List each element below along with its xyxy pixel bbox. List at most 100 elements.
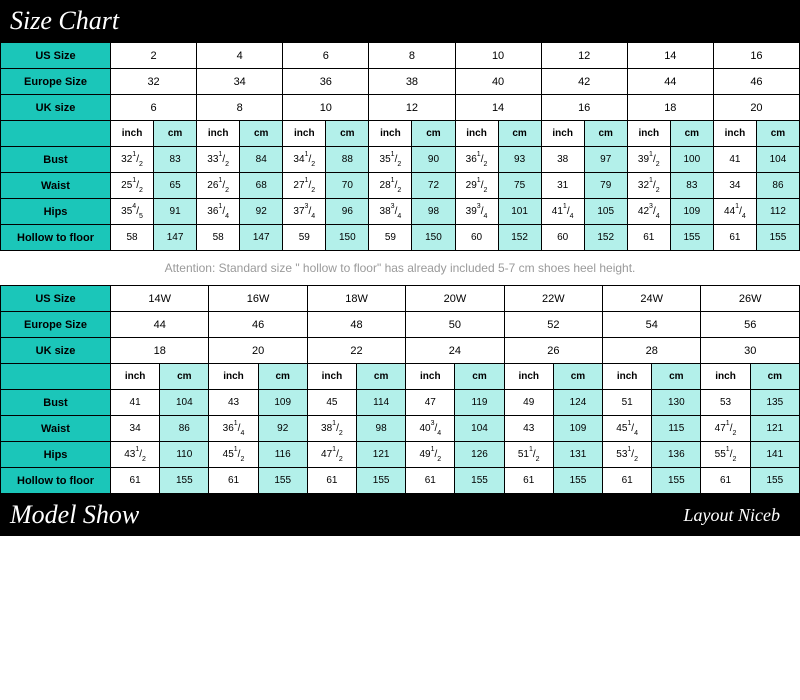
measurement-inch: 60: [541, 225, 584, 251]
measurement-cm: 101: [498, 199, 541, 225]
measurement-inch: 361/4: [197, 199, 240, 225]
measurement-inch: 451/2: [209, 442, 258, 468]
measurement-inch: 61: [713, 225, 756, 251]
size-value: 52: [504, 312, 602, 338]
unit-inch: inch: [627, 121, 670, 147]
size-value: 36: [283, 69, 369, 95]
measurement-cm: 135: [750, 390, 799, 416]
unit-inch: inch: [111, 121, 154, 147]
size-value: 18W: [307, 286, 405, 312]
measurement-cm: 130: [652, 390, 701, 416]
measurement-inch: 471/2: [701, 416, 750, 442]
size-value: 20W: [406, 286, 504, 312]
measurement-cm: 155: [750, 468, 799, 494]
row-label: Europe Size: [1, 69, 111, 95]
measurement-inch: 59: [369, 225, 412, 251]
attention-note: Attention: Standard size " hollow to flo…: [0, 251, 800, 285]
measurement-inch: 38: [541, 147, 584, 173]
size-value: 22W: [504, 286, 602, 312]
measurement-inch: 51: [603, 390, 652, 416]
size-value: 24W: [603, 286, 701, 312]
measurement-inch: 61: [209, 468, 258, 494]
measurement-inch: 61: [406, 468, 455, 494]
measurement-inch: 251/2: [111, 173, 154, 199]
measurement-cm: 83: [670, 173, 713, 199]
model-show-banner: Model Show Layout Niceb: [0, 494, 800, 536]
measurement-cm: 72: [412, 173, 455, 199]
measurement-cm: 75: [498, 173, 541, 199]
measurement-cm: 86: [756, 173, 799, 199]
measurement-cm: 155: [756, 225, 799, 251]
measurement-cm: 104: [160, 390, 209, 416]
measurement-inch: 361/2: [455, 147, 498, 173]
row-label: Hollow to floor: [1, 468, 111, 494]
measurement-cm: 155: [652, 468, 701, 494]
unit-inch: inch: [701, 364, 750, 390]
row-label: [1, 121, 111, 147]
unit-cm: cm: [455, 364, 504, 390]
size-value: 20: [209, 338, 307, 364]
measurement-cm: 65: [154, 173, 197, 199]
unit-cm: cm: [160, 364, 209, 390]
measurement-inch: 291/2: [455, 173, 498, 199]
measurement-cm: 136: [652, 442, 701, 468]
size-value: 26: [504, 338, 602, 364]
measurement-inch: 45: [307, 390, 356, 416]
row-label: UK size: [1, 338, 111, 364]
measurement-inch: 551/2: [701, 442, 750, 468]
measurement-inch: 441/4: [713, 199, 756, 225]
measurement-cm: 121: [750, 416, 799, 442]
row-label: US Size: [1, 43, 111, 69]
measurement-cm: 88: [326, 147, 369, 173]
row-label: Bust: [1, 147, 111, 173]
table2-container: US Size14W16W18W20W22W24W26WEurope Size4…: [0, 285, 800, 494]
unit-inch: inch: [283, 121, 326, 147]
measurement-inch: 61: [111, 468, 160, 494]
measurement-cm: 79: [584, 173, 627, 199]
measurement-cm: 147: [240, 225, 283, 251]
model-show-title: Model Show: [10, 500, 139, 530]
measurement-inch: 331/2: [197, 147, 240, 173]
size-value: 40: [455, 69, 541, 95]
measurement-inch: 49: [504, 390, 553, 416]
unit-inch: inch: [197, 121, 240, 147]
measurement-cm: 93: [498, 147, 541, 173]
measurement-inch: 391/2: [627, 147, 670, 173]
measurement-cm: 92: [258, 416, 307, 442]
size-value: 12: [369, 95, 455, 121]
size-value: 6: [111, 95, 197, 121]
measurement-cm: 91: [154, 199, 197, 225]
row-label: Hollow to floor: [1, 225, 111, 251]
size-value: 44: [111, 312, 209, 338]
measurement-inch: 41: [111, 390, 160, 416]
measurement-inch: 41: [713, 147, 756, 173]
measurement-inch: 281/2: [369, 173, 412, 199]
measurement-cm: 155: [357, 468, 406, 494]
measurement-cm: 104: [455, 416, 504, 442]
measurement-cm: 131: [553, 442, 602, 468]
unit-cm: cm: [584, 121, 627, 147]
measurement-cm: 155: [160, 468, 209, 494]
measurement-cm: 150: [326, 225, 369, 251]
measurement-inch: 381/2: [307, 416, 356, 442]
size-value: 50: [406, 312, 504, 338]
measurement-cm: 68: [240, 173, 283, 199]
measurement-cm: 155: [670, 225, 713, 251]
row-label: Waist: [1, 173, 111, 199]
measurement-inch: 43: [504, 416, 553, 442]
size-value: 24: [406, 338, 504, 364]
unit-inch: inch: [603, 364, 652, 390]
measurement-cm: 150: [412, 225, 455, 251]
unit-cm: cm: [756, 121, 799, 147]
unit-cm: cm: [498, 121, 541, 147]
size-value: 10: [455, 43, 541, 69]
measurement-inch: 393/4: [455, 199, 498, 225]
brand-label: Layout Niceb: [684, 505, 791, 526]
measurement-inch: 61: [603, 468, 652, 494]
size-table: US Size14W16W18W20W22W24W26WEurope Size4…: [0, 285, 800, 494]
unit-cm: cm: [240, 121, 283, 147]
measurement-cm: 97: [584, 147, 627, 173]
measurement-inch: 451/4: [603, 416, 652, 442]
unit-cm: cm: [326, 121, 369, 147]
size-value: 10: [283, 95, 369, 121]
